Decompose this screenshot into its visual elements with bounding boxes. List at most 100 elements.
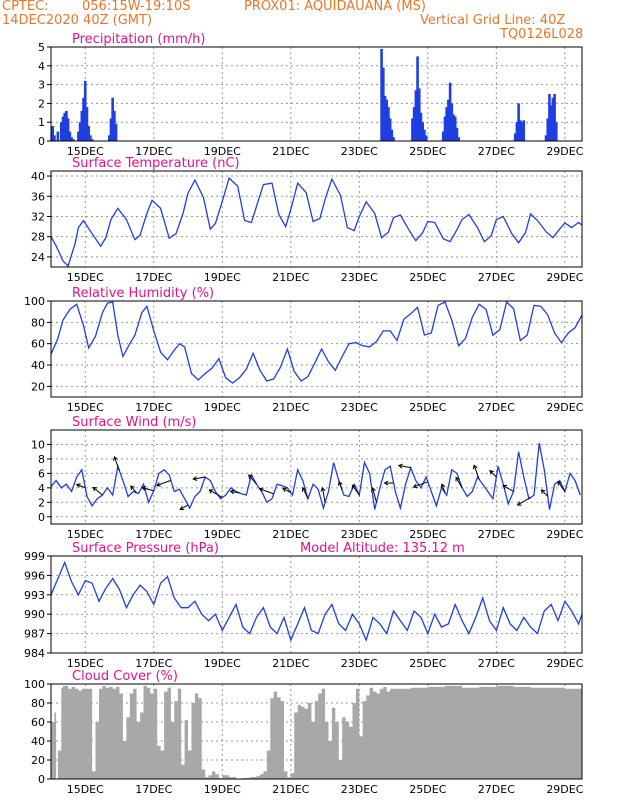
wind-ytick-label: 4 bbox=[38, 482, 45, 495]
wind-arrow-head bbox=[502, 484, 508, 490]
header: CPTEC: 056:15W-19:10S PROX01: AQUIDAUANA… bbox=[0, 0, 618, 48]
precip-bar bbox=[519, 120, 522, 141]
wind-arrow-head bbox=[320, 486, 326, 492]
wind-ytick-label: 2 bbox=[38, 496, 45, 509]
wind-xtick-label: 25DEC bbox=[409, 528, 446, 541]
precip-bar bbox=[85, 107, 89, 141]
wind-arrow bbox=[302, 487, 309, 499]
precip-bar bbox=[392, 137, 395, 141]
temp-xtick-label: 19DEC bbox=[204, 271, 241, 284]
temp-xtick-label: 17DEC bbox=[135, 271, 172, 284]
precip-bar bbox=[544, 135, 548, 141]
cloud-area bbox=[51, 685, 582, 779]
press-xtick-label: 15DEC bbox=[67, 657, 104, 670]
press-xtick-label: 21DEC bbox=[272, 657, 309, 670]
precip-bar bbox=[380, 48, 383, 141]
press-xtick-label: 29DEC bbox=[546, 657, 583, 670]
wind-arrow bbox=[209, 489, 223, 498]
wind-series-line bbox=[50, 442, 581, 511]
temp-xtick-label: 27DEC bbox=[478, 271, 515, 284]
wind-arrow bbox=[338, 481, 343, 491]
cloud-xtick-label: 27DEC bbox=[478, 783, 515, 796]
precip-title: Precipitation (mm/h) bbox=[72, 32, 205, 47]
precip-bar bbox=[107, 135, 111, 141]
cloud-ytick-label: 60 bbox=[31, 716, 45, 729]
location-label: PROX01: AQUIDAUANA (MS) bbox=[244, 0, 426, 14]
precip-bar bbox=[390, 129, 394, 141]
temp-xtick-label: 15DEC bbox=[67, 271, 104, 284]
wind-arrow-head bbox=[412, 483, 418, 489]
wind-arrow bbox=[473, 465, 480, 480]
rh-title: Relative Humidity (%) bbox=[72, 286, 214, 301]
wind-arrow-head bbox=[130, 485, 135, 491]
wind-arrow bbox=[489, 470, 497, 478]
cloud-ytick-label: 20 bbox=[31, 754, 45, 767]
precip-bar bbox=[453, 116, 457, 141]
temp-xtick-label: 29DEC bbox=[546, 271, 583, 284]
rh-xtick-label: 21DEC bbox=[272, 401, 309, 414]
temp-title: Surface Temperature (nC) bbox=[72, 156, 240, 171]
rh-xtick-label: 17DEC bbox=[135, 401, 172, 414]
wind-ytick-label: 8 bbox=[38, 453, 45, 466]
cloud-ytick-label: 40 bbox=[31, 735, 45, 748]
precip-bar bbox=[382, 67, 385, 141]
precip-plot-frame bbox=[50, 46, 583, 142]
wind-arrow bbox=[455, 477, 463, 489]
wind-arrow bbox=[441, 484, 446, 493]
precip-bar bbox=[515, 122, 519, 141]
cloud-xtick-label: 29DEC bbox=[546, 783, 583, 796]
wind-ytick-label: 10 bbox=[31, 438, 45, 451]
wind-arrow bbox=[398, 465, 411, 469]
precip-bar bbox=[87, 125, 90, 141]
wind-arrow-head bbox=[540, 489, 546, 494]
precip-bar bbox=[63, 112, 67, 141]
temp-plot-frame bbox=[50, 170, 583, 268]
rh-ytick-label: 80 bbox=[31, 316, 45, 329]
rh-series-line bbox=[50, 300, 583, 384]
wind-arrow bbox=[230, 490, 240, 494]
precip-bar bbox=[70, 137, 73, 141]
precip-bar bbox=[82, 97, 85, 141]
precip-bar bbox=[520, 122, 524, 141]
precip-bar bbox=[555, 122, 558, 141]
wind-arrow-head bbox=[371, 486, 376, 492]
precip-bar bbox=[89, 135, 92, 141]
wind-arrow-head bbox=[472, 464, 478, 470]
cloud-plot-frame bbox=[50, 683, 583, 780]
cloud-ytick-label: 80 bbox=[31, 697, 45, 710]
precip-bar bbox=[66, 118, 70, 141]
precip-xtick-label: 19DEC bbox=[204, 145, 241, 158]
precip-bar bbox=[421, 122, 424, 141]
precip-bar bbox=[450, 103, 454, 141]
press-title: Surface Pressure (hPa) bbox=[72, 541, 219, 556]
wind-arrow bbox=[352, 484, 360, 496]
wind-xtick-label: 21DEC bbox=[272, 528, 309, 541]
precip-bar bbox=[51, 125, 55, 141]
precip-xtick-label: 29DEC bbox=[546, 145, 583, 158]
precip-ytick-label: 5 bbox=[38, 41, 45, 54]
precip-bar bbox=[71, 139, 75, 141]
wind-ytick-label: 0 bbox=[38, 511, 45, 524]
rh-xtick-label: 19DEC bbox=[204, 401, 241, 414]
wind-arrow bbox=[282, 487, 292, 494]
precip-bar bbox=[548, 94, 551, 141]
rh-plot-frame bbox=[50, 300, 583, 398]
wind-xtick-label: 23DEC bbox=[341, 528, 378, 541]
wind-xtick-label: 27DEC bbox=[478, 528, 515, 541]
wind-arrow bbox=[248, 474, 257, 485]
press-plot-frame bbox=[50, 555, 583, 654]
precip-bar bbox=[424, 135, 428, 141]
cloud-xtick-label: 19DEC bbox=[204, 783, 241, 796]
rh-xtick-label: 15DEC bbox=[67, 401, 104, 414]
precip-bar bbox=[68, 131, 72, 141]
precip-bar bbox=[83, 80, 87, 141]
press-xtick-label: 25DEC bbox=[409, 657, 446, 670]
precip-bar bbox=[109, 118, 113, 141]
wind-arrow-head bbox=[208, 489, 214, 494]
precip-xtick-label: 15DEC bbox=[67, 145, 104, 158]
precip-bar bbox=[113, 110, 116, 141]
wind-xtick-label: 15DEC bbox=[67, 528, 104, 541]
precip-ytick-label: 2 bbox=[38, 97, 45, 110]
precip-bar bbox=[452, 114, 455, 141]
precip-bar bbox=[416, 56, 419, 141]
